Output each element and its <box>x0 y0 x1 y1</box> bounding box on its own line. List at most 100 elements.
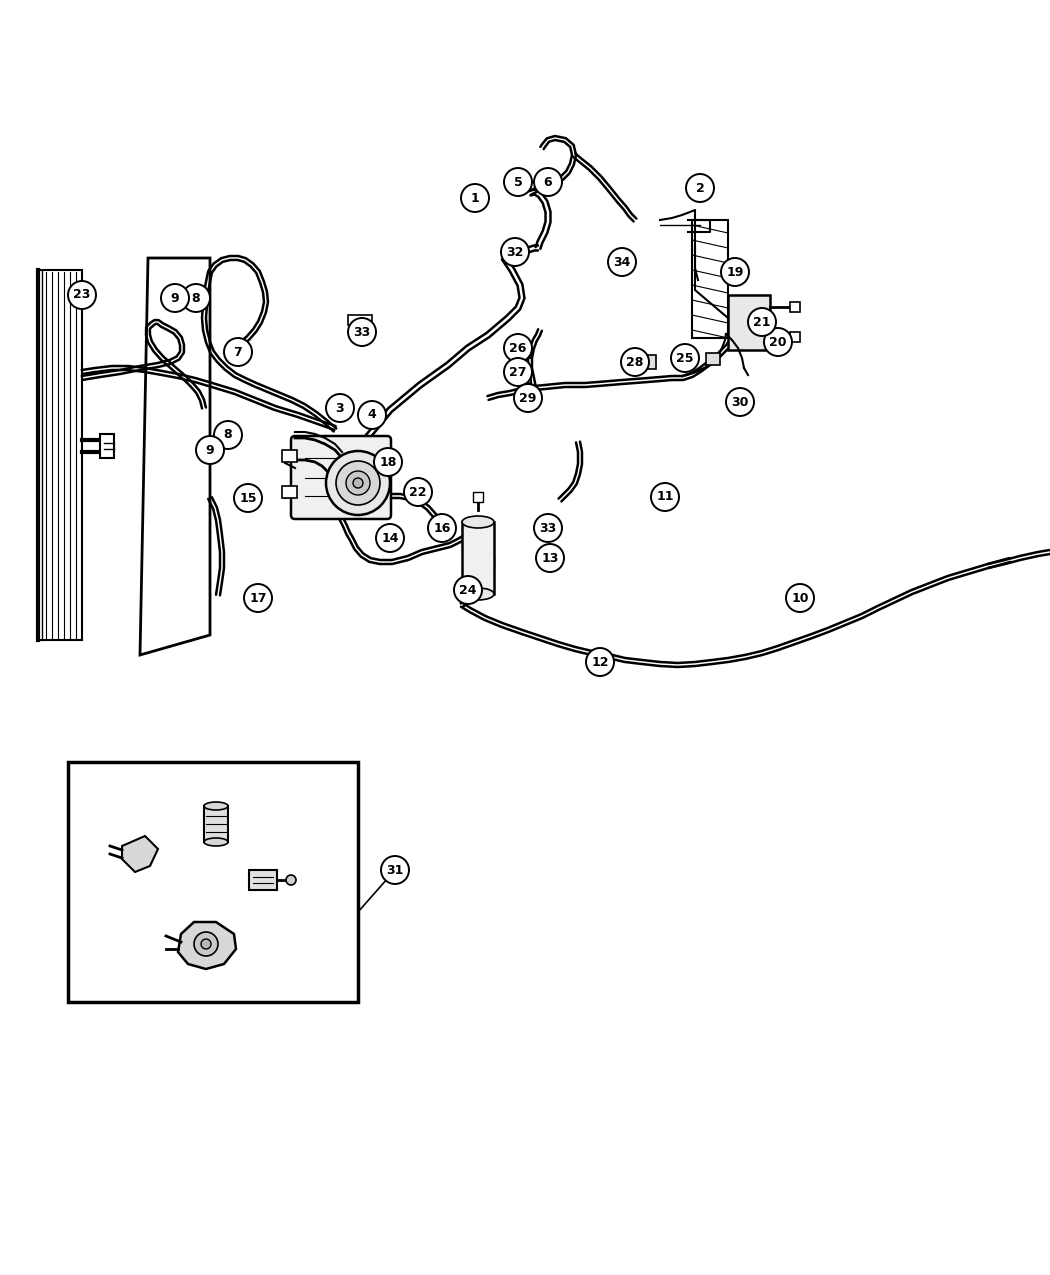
Circle shape <box>286 875 296 885</box>
Circle shape <box>534 514 562 542</box>
Circle shape <box>786 584 814 612</box>
Bar <box>462 521 493 594</box>
Circle shape <box>244 584 272 612</box>
Text: 10: 10 <box>792 592 809 604</box>
Circle shape <box>721 258 749 286</box>
Circle shape <box>686 173 714 201</box>
Text: 23: 23 <box>74 288 90 301</box>
Ellipse shape <box>204 838 228 847</box>
Circle shape <box>214 421 242 449</box>
Bar <box>472 492 483 502</box>
Text: 8: 8 <box>192 292 201 305</box>
Bar <box>519 342 531 358</box>
Ellipse shape <box>462 516 493 528</box>
Text: 4: 4 <box>368 408 376 422</box>
Text: 33: 33 <box>540 521 557 534</box>
Text: 8: 8 <box>224 428 232 441</box>
Text: 6: 6 <box>544 176 552 189</box>
Text: 16: 16 <box>434 521 450 534</box>
Text: 31: 31 <box>386 863 403 876</box>
Text: 34: 34 <box>613 255 631 269</box>
Circle shape <box>764 328 792 356</box>
Text: 20: 20 <box>770 335 786 348</box>
Text: 24: 24 <box>459 584 477 597</box>
Bar <box>640 354 656 368</box>
Circle shape <box>404 478 432 506</box>
Circle shape <box>586 648 614 676</box>
Bar <box>282 450 297 462</box>
Text: 13: 13 <box>542 552 559 565</box>
Circle shape <box>353 478 363 488</box>
Text: 19: 19 <box>727 265 743 278</box>
Circle shape <box>376 524 404 552</box>
Circle shape <box>514 384 542 412</box>
Circle shape <box>194 932 218 956</box>
Bar <box>348 315 372 325</box>
Text: 28: 28 <box>626 356 644 368</box>
Circle shape <box>336 462 380 505</box>
FancyBboxPatch shape <box>291 436 391 519</box>
Circle shape <box>201 938 211 949</box>
Ellipse shape <box>462 588 493 601</box>
Circle shape <box>161 284 189 312</box>
Text: 18: 18 <box>379 455 397 468</box>
Text: 11: 11 <box>656 491 674 504</box>
Text: 25: 25 <box>676 352 694 365</box>
Bar <box>790 332 800 342</box>
Circle shape <box>196 436 224 464</box>
Circle shape <box>234 484 262 513</box>
Circle shape <box>504 334 532 362</box>
Text: 21: 21 <box>753 315 771 329</box>
Text: 1: 1 <box>470 191 480 204</box>
Circle shape <box>428 514 456 542</box>
Bar <box>706 353 720 365</box>
Bar <box>68 762 358 1002</box>
Circle shape <box>536 544 564 572</box>
Circle shape <box>346 470 370 495</box>
Circle shape <box>224 338 252 366</box>
Text: 5: 5 <box>513 176 523 189</box>
Circle shape <box>326 451 390 515</box>
Text: 15: 15 <box>239 491 257 505</box>
Text: 32: 32 <box>506 246 524 259</box>
Bar <box>728 295 770 351</box>
Polygon shape <box>122 836 158 872</box>
Text: 9: 9 <box>206 444 214 456</box>
Text: 33: 33 <box>354 325 371 338</box>
Text: 12: 12 <box>591 655 609 668</box>
Bar <box>519 367 531 382</box>
Text: 26: 26 <box>509 342 527 354</box>
Text: 9: 9 <box>171 292 180 305</box>
Text: 2: 2 <box>695 181 705 195</box>
Circle shape <box>182 284 210 312</box>
Circle shape <box>534 168 562 196</box>
Bar <box>204 806 228 842</box>
Bar <box>790 302 800 312</box>
Circle shape <box>608 249 636 275</box>
Circle shape <box>454 576 482 604</box>
Text: 7: 7 <box>233 346 243 358</box>
Circle shape <box>326 394 354 422</box>
Polygon shape <box>140 258 210 655</box>
Text: 27: 27 <box>509 366 527 379</box>
Circle shape <box>461 184 489 212</box>
Text: 22: 22 <box>410 486 426 499</box>
Text: 29: 29 <box>520 391 537 404</box>
Text: 14: 14 <box>381 532 399 544</box>
Circle shape <box>621 348 649 376</box>
Circle shape <box>748 309 776 337</box>
Circle shape <box>504 168 532 196</box>
Polygon shape <box>178 922 236 969</box>
Circle shape <box>374 448 402 476</box>
Circle shape <box>504 358 532 386</box>
Bar <box>100 434 114 458</box>
Circle shape <box>348 317 376 346</box>
Circle shape <box>501 238 529 266</box>
Circle shape <box>671 344 699 372</box>
Ellipse shape <box>204 802 228 810</box>
Circle shape <box>726 388 754 416</box>
Circle shape <box>651 483 679 511</box>
Text: 30: 30 <box>731 395 749 408</box>
Circle shape <box>68 280 96 309</box>
Circle shape <box>381 856 410 884</box>
